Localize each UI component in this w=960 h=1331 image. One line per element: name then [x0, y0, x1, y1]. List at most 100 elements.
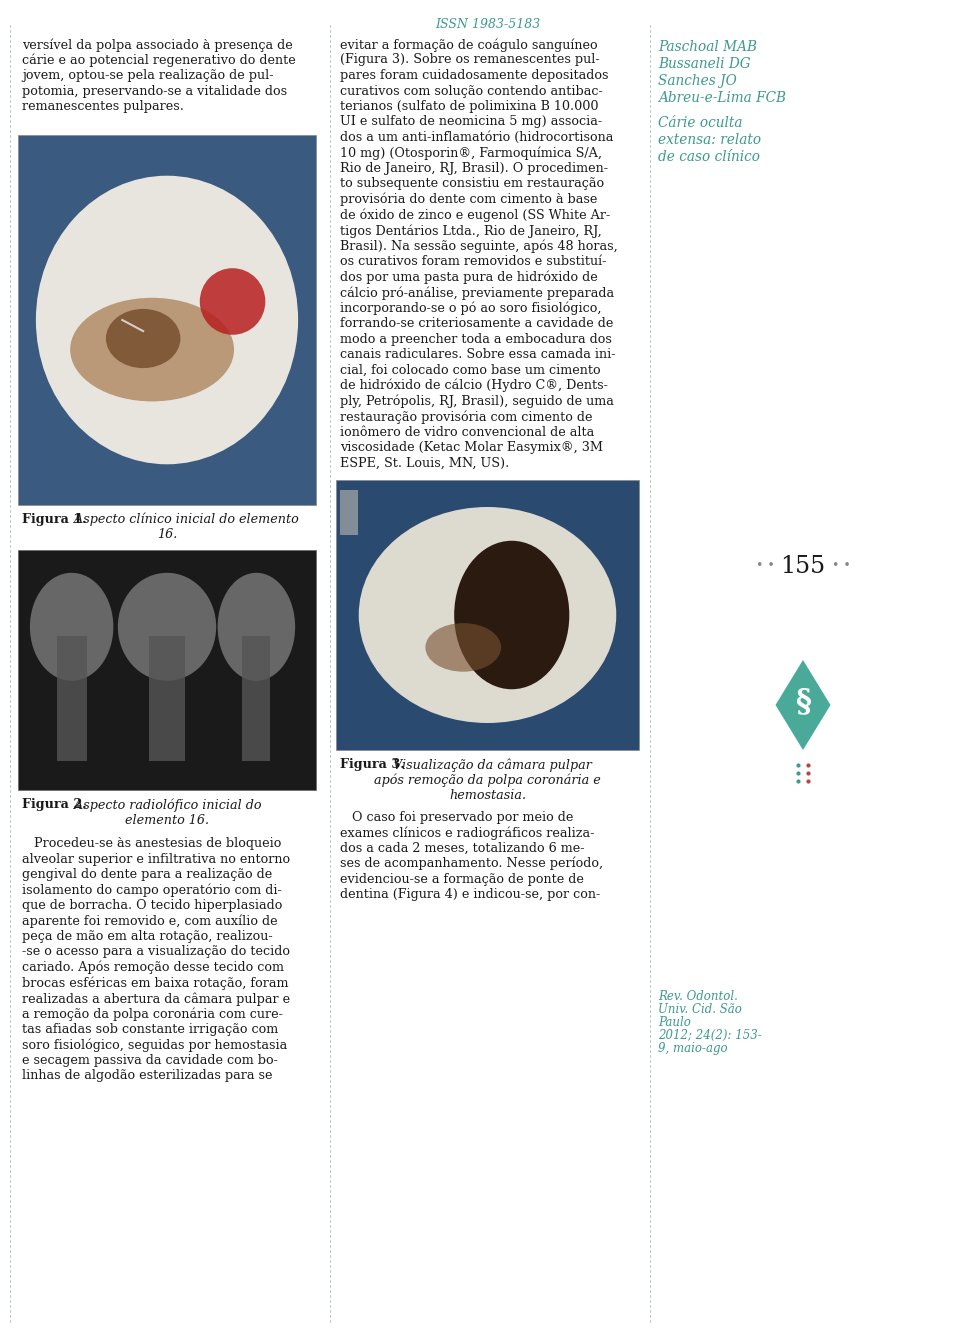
- Text: extensa: relato: extensa: relato: [658, 133, 761, 146]
- Ellipse shape: [218, 572, 295, 680]
- Text: 9, maio-ago: 9, maio-ago: [658, 1042, 728, 1055]
- Text: • •: • •: [831, 559, 851, 572]
- Text: evitar a formação de coágulo sanguíneo: evitar a formação de coágulo sanguíneo: [340, 39, 598, 52]
- Text: Bussaneli DG: Bussaneli DG: [658, 57, 751, 71]
- Text: incorporando-se o pó ao soro fisiológico,: incorporando-se o pó ao soro fisiológico…: [340, 302, 602, 315]
- Text: Rev. Odontol.: Rev. Odontol.: [658, 990, 738, 1004]
- Text: realizadas a abertura da câmara pulpar e: realizadas a abertura da câmara pulpar e: [22, 992, 290, 1005]
- Text: gengival do dente para a realização de: gengival do dente para a realização de: [22, 868, 273, 881]
- Ellipse shape: [200, 269, 265, 335]
- Polygon shape: [776, 660, 830, 749]
- Text: Figura 2.: Figura 2.: [22, 799, 86, 811]
- Text: jovem, optou-se pela realização de pul-: jovem, optou-se pela realização de pul-: [22, 69, 274, 83]
- Text: versível da polpa associado à presença de: versível da polpa associado à presença d…: [22, 39, 293, 52]
- Text: de hidróxido de cálcio (Hydro C®, Dents-: de hidróxido de cálcio (Hydro C®, Dents-: [340, 379, 608, 393]
- Text: remanescentes pulpares.: remanescentes pulpares.: [22, 100, 184, 113]
- Text: terianos (sulfato de polimixina B 10.000: terianos (sulfato de polimixina B 10.000: [340, 100, 598, 113]
- Text: de caso clínico: de caso clínico: [658, 150, 760, 164]
- Text: Visualização da câmara pulpar: Visualização da câmara pulpar: [389, 757, 592, 772]
- Text: soro fisiológico, seguidas por hemostasia: soro fisiológico, seguidas por hemostasi…: [22, 1038, 287, 1051]
- Text: curativos com solução contendo antibac-: curativos com solução contendo antibac-: [340, 84, 603, 97]
- Text: Figura 1.: Figura 1.: [22, 512, 86, 526]
- Text: 16.: 16.: [156, 528, 178, 542]
- Text: ionômero de vidro convencional de alta: ionômero de vidro convencional de alta: [340, 426, 594, 438]
- Text: Aspecto clínico inicial do elemento: Aspecto clínico inicial do elemento: [70, 512, 299, 527]
- Text: canais radiculares. Sobre essa camada ini-: canais radiculares. Sobre essa camada in…: [340, 347, 615, 361]
- Ellipse shape: [106, 309, 180, 369]
- Text: os curativos foram removidos e substituí-: os curativos foram removidos e substituí…: [340, 256, 607, 268]
- Text: O caso foi preservado por meio de: O caso foi preservado por meio de: [340, 811, 573, 824]
- Bar: [336, 480, 639, 749]
- Text: viscosidade (Ketac Molar Easymix®, 3M: viscosidade (Ketac Molar Easymix®, 3M: [340, 441, 603, 454]
- Ellipse shape: [454, 540, 569, 689]
- Text: potomia, preservando-se a vitalidade dos: potomia, preservando-se a vitalidade dos: [22, 84, 287, 97]
- Text: aparente foi removido e, com auxílio de: aparente foi removido e, com auxílio de: [22, 914, 277, 928]
- Text: ISSN 1983-5183: ISSN 1983-5183: [435, 19, 540, 31]
- Text: to subsequente consistiu em restauração: to subsequente consistiu em restauração: [340, 177, 604, 190]
- Text: peça de mão em alta rotação, realizou-: peça de mão em alta rotação, realizou-: [22, 930, 273, 942]
- Text: dos por uma pasta pura de hidróxido de: dos por uma pasta pura de hidróxido de: [340, 270, 598, 284]
- Text: forrando-se criteriosamente a cavidade de: forrando-se criteriosamente a cavidade d…: [340, 317, 613, 330]
- Bar: [18, 134, 316, 504]
- Text: 10 mg) (Otosporin®, Farmoquímica S/A,: 10 mg) (Otosporin®, Farmoquímica S/A,: [340, 146, 602, 160]
- Text: a remoção da polpa coronária com cure-: a remoção da polpa coronária com cure-: [22, 1008, 283, 1021]
- Text: de óxido de zinco e eugenol (SS White Ar-: de óxido de zinco e eugenol (SS White Ar…: [340, 209, 611, 222]
- Ellipse shape: [118, 572, 216, 680]
- Text: cial, foi colocado como base um cimento: cial, foi colocado como base um cimento: [340, 363, 601, 377]
- Text: exames clínicos e radiográficos realiza-: exames clínicos e radiográficos realiza-: [340, 827, 594, 840]
- Text: Rio de Janeiro, RJ, Brasil). O procedimen-: Rio de Janeiro, RJ, Brasil). O procedime…: [340, 162, 608, 174]
- Ellipse shape: [36, 176, 299, 465]
- Text: restauração provisória com cimento de: restauração provisória com cimento de: [340, 410, 592, 423]
- Text: Figura 3.: Figura 3.: [340, 757, 404, 771]
- Text: Paulo: Paulo: [658, 1016, 691, 1029]
- Text: ESPE, St. Louis, MN, US).: ESPE, St. Louis, MN, US).: [340, 457, 509, 470]
- Text: após remoção da polpa coronária e: após remoção da polpa coronária e: [374, 773, 601, 787]
- Ellipse shape: [425, 623, 501, 672]
- Bar: [150, 636, 184, 761]
- Text: provisória do dente com cimento à base: provisória do dente com cimento à base: [340, 193, 597, 206]
- Text: hemostasia.: hemostasia.: [449, 789, 526, 803]
- Text: Cárie oculta: Cárie oculta: [658, 116, 742, 130]
- Text: Abreu-e-Lima FCB: Abreu-e-Lima FCB: [658, 91, 786, 105]
- Text: alveolar superior e infiltrativa no entorno: alveolar superior e infiltrativa no ento…: [22, 852, 290, 865]
- Bar: [57, 636, 86, 761]
- Text: ses de acompanhamento. Nesse período,: ses de acompanhamento. Nesse período,: [340, 857, 603, 870]
- Text: linhas de algodão esterilizadas para se: linhas de algodão esterilizadas para se: [22, 1070, 273, 1082]
- Text: brocas esféricas em baixa rotação, foram: brocas esféricas em baixa rotação, foram: [22, 977, 289, 990]
- Bar: [243, 636, 271, 761]
- Text: Procedeu-se às anestesias de bloqueio: Procedeu-se às anestesias de bloqueio: [22, 837, 281, 851]
- Text: • •: • •: [756, 559, 775, 572]
- Text: pares foram cuidadosamente depositados: pares foram cuidadosamente depositados: [340, 69, 609, 83]
- Text: Brasil). Na sessão seguinte, após 48 horas,: Brasil). Na sessão seguinte, após 48 hor…: [340, 240, 617, 253]
- Text: Univ. Cid. São: Univ. Cid. São: [658, 1004, 742, 1016]
- Text: -se o acesso para a visualização do tecido: -se o acesso para a visualização do teci…: [22, 945, 290, 958]
- Text: dentina (Figura 4) e indicou-se, por con-: dentina (Figura 4) e indicou-se, por con…: [340, 888, 600, 901]
- Ellipse shape: [30, 572, 113, 680]
- Bar: [340, 490, 358, 535]
- Text: elemento 16.: elemento 16.: [125, 813, 209, 827]
- Text: cálcio pró-análise, previamente preparada: cálcio pró-análise, previamente preparad…: [340, 286, 614, 299]
- Text: dos a um anti-inflamatório (hidrocortisona: dos a um anti-inflamatório (hidrocortiso…: [340, 130, 613, 144]
- Text: 2012; 24(2): 153-: 2012; 24(2): 153-: [658, 1029, 761, 1042]
- Text: Aspecto radiolófico inicial do: Aspecto radiolófico inicial do: [70, 799, 261, 812]
- Text: ply, Petrópolis, RJ, Brasil), seguido de uma: ply, Petrópolis, RJ, Brasil), seguido de…: [340, 394, 613, 409]
- Text: evidenciou-se a formação de ponte de: evidenciou-se a formação de ponte de: [340, 873, 584, 885]
- Text: Paschoal MAB: Paschoal MAB: [658, 40, 757, 55]
- Ellipse shape: [70, 298, 234, 402]
- Text: Sanches JO: Sanches JO: [658, 75, 736, 88]
- Text: UI e sulfato de neomicina 5 mg) associa-: UI e sulfato de neomicina 5 mg) associa-: [340, 116, 602, 129]
- Text: §: §: [795, 687, 811, 717]
- Text: tas afiadas sob constante irrigação com: tas afiadas sob constante irrigação com: [22, 1024, 278, 1036]
- Text: cárie e ao potencial regenerativo do dente: cárie e ao potencial regenerativo do den…: [22, 53, 296, 67]
- Ellipse shape: [359, 507, 616, 723]
- Text: (Figura 3). Sobre os remanescentes pul-: (Figura 3). Sobre os remanescentes pul-: [340, 53, 600, 67]
- Text: cariado. Após remoção desse tecido com: cariado. Após remoção desse tecido com: [22, 961, 284, 974]
- Text: e secagem passiva da cavidade com bo-: e secagem passiva da cavidade com bo-: [22, 1054, 277, 1067]
- Text: que de borracha. O tecido hiperplasiado: que de borracha. O tecido hiperplasiado: [22, 898, 282, 912]
- Text: isolamento do campo operatório com di-: isolamento do campo operatório com di-: [22, 884, 281, 897]
- Text: dos a cada 2 meses, totalizando 6 me-: dos a cada 2 meses, totalizando 6 me-: [340, 841, 585, 855]
- Bar: [18, 550, 316, 791]
- Text: modo a preencher toda a embocadura dos: modo a preencher toda a embocadura dos: [340, 333, 612, 346]
- Text: 155: 155: [780, 555, 826, 578]
- Text: tigos Dentários Ltda., Rio de Janeiro, RJ,: tigos Dentários Ltda., Rio de Janeiro, R…: [340, 224, 602, 237]
